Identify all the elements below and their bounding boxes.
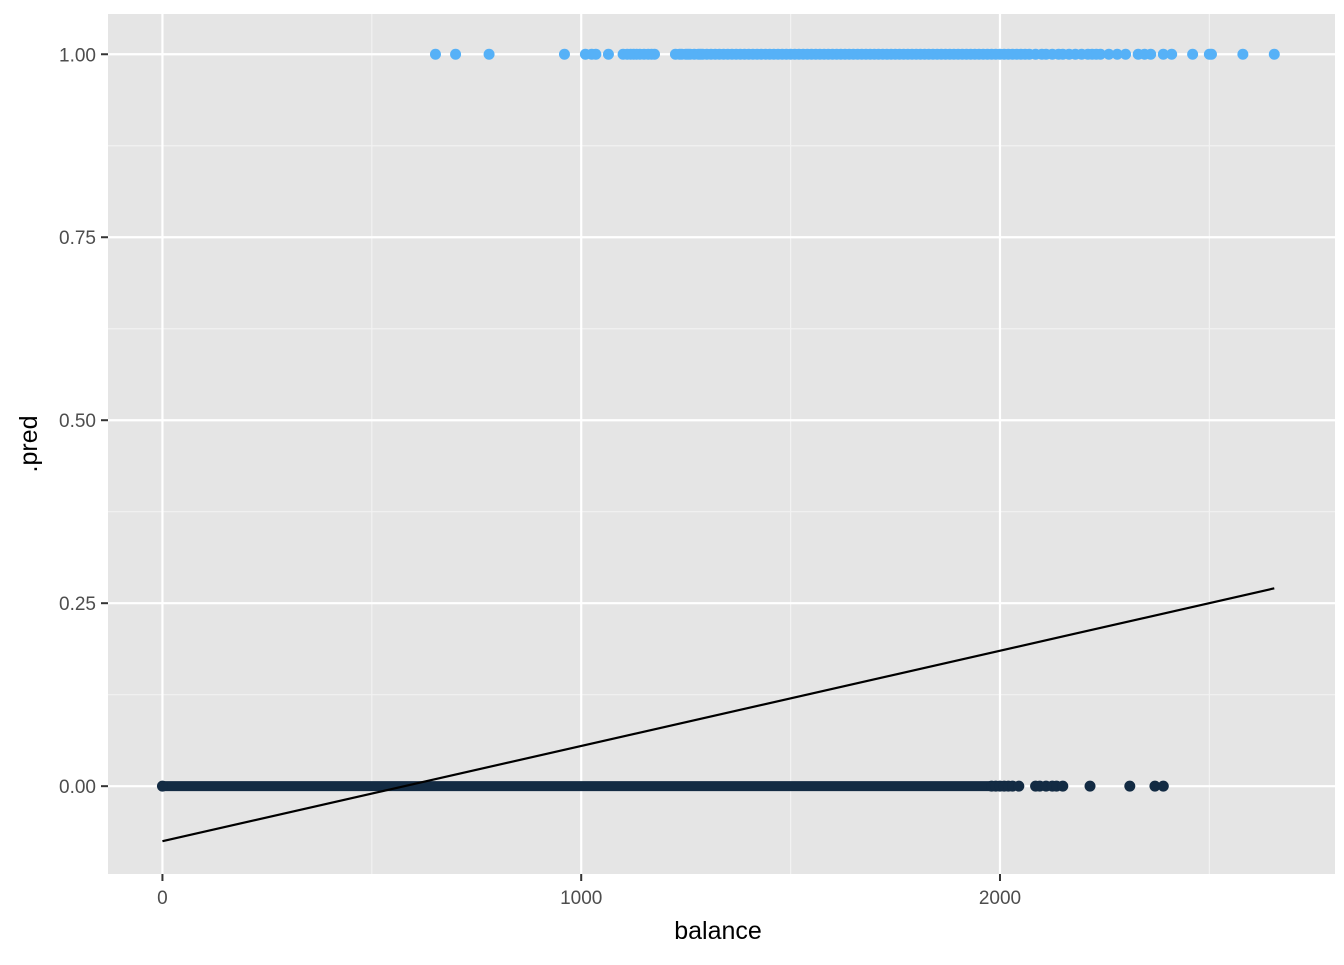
data-point xyxy=(1268,48,1280,60)
data-point xyxy=(648,48,660,60)
data-point xyxy=(1149,780,1161,792)
yes-points-group xyxy=(429,48,1280,60)
data-point xyxy=(1120,48,1132,60)
y-axis-title: .pred xyxy=(15,416,43,473)
data-point xyxy=(1124,780,1136,792)
data-point xyxy=(1057,780,1069,792)
data-point xyxy=(1103,48,1115,60)
data-point xyxy=(483,48,495,60)
y-tick-label: 0.75 xyxy=(59,228,96,249)
data-point xyxy=(1157,780,1169,792)
minor-gridlines xyxy=(108,14,1335,874)
data-point xyxy=(602,48,614,60)
data-point xyxy=(558,48,570,60)
plot-panel xyxy=(108,14,1335,874)
data-point xyxy=(1145,48,1157,60)
data-point xyxy=(590,48,602,60)
data-point xyxy=(156,780,168,792)
x-axis: 0 1000 2000 xyxy=(157,874,1021,909)
data-point xyxy=(1205,48,1217,60)
data-point xyxy=(1166,48,1178,60)
data-point xyxy=(1187,48,1199,60)
data-point xyxy=(429,48,441,60)
default-points-dense-band xyxy=(157,781,995,792)
data-point xyxy=(1111,48,1123,60)
data-point xyxy=(1084,780,1096,792)
major-gridlines xyxy=(108,14,1335,874)
y-tick-label: 0.25 xyxy=(59,594,96,615)
x-axis-title: balance xyxy=(674,917,762,945)
data-point xyxy=(450,48,462,60)
data-point xyxy=(1237,48,1249,60)
default-points-group xyxy=(156,780,1169,792)
y-tick-label: 1.00 xyxy=(59,45,96,66)
x-tick-label: 0 xyxy=(157,888,168,909)
y-axis: 0.00 0.25 0.50 0.75 1.00 xyxy=(59,45,108,798)
y-tick-label: 0.50 xyxy=(59,411,96,432)
fit-line xyxy=(162,587,1275,843)
y-tick-label: 0.00 xyxy=(59,777,96,798)
data-point xyxy=(1094,48,1106,60)
data-point xyxy=(1013,780,1025,792)
x-tick-label: 1000 xyxy=(560,888,602,909)
fit-line-group xyxy=(162,587,1275,843)
data-point xyxy=(1157,48,1169,60)
x-tick-label: 2000 xyxy=(979,888,1021,909)
